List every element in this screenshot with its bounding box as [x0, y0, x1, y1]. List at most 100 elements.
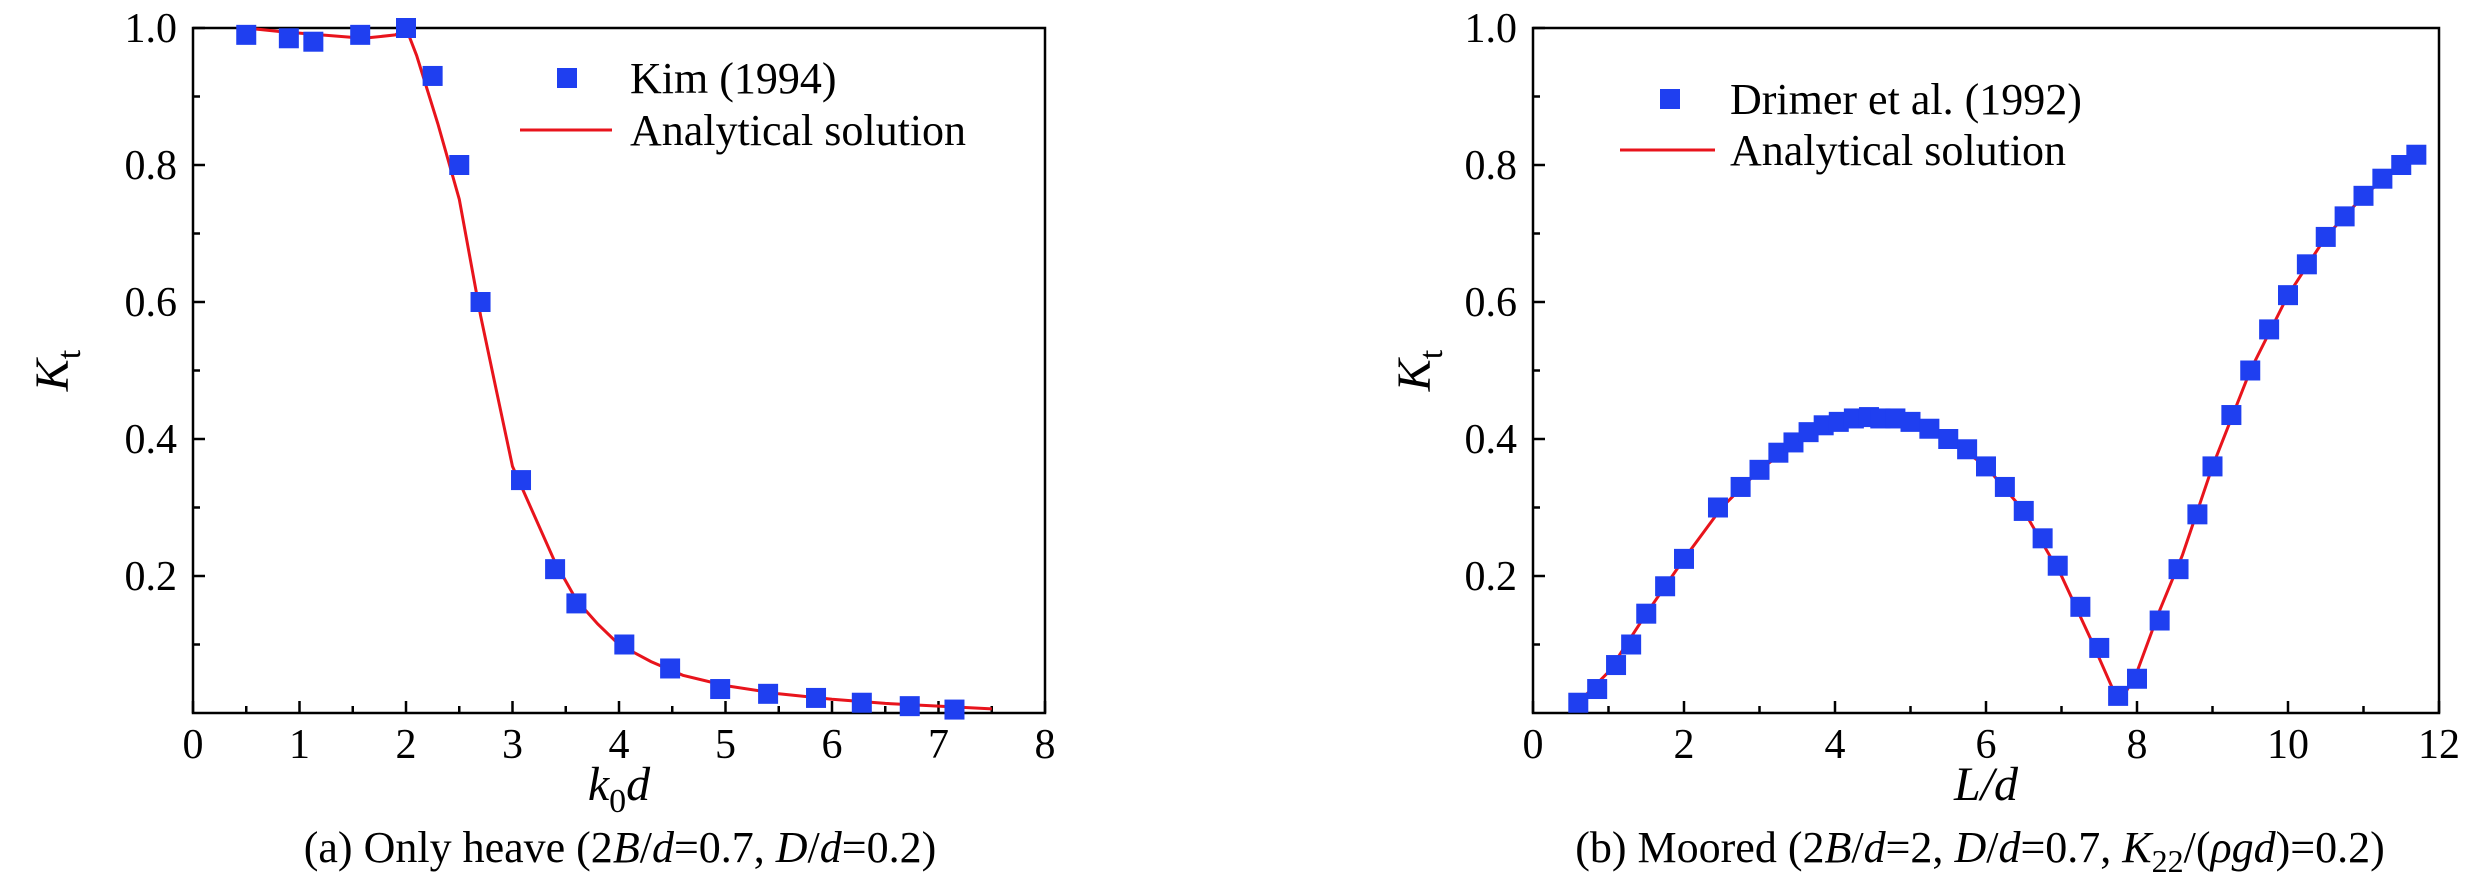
data-point-marker — [396, 18, 416, 38]
data-point-marker — [470, 292, 491, 312]
data-point-marker — [2070, 596, 2091, 617]
data-point-marker — [614, 634, 635, 655]
data-point-marker — [1919, 418, 1940, 439]
data-point-marker — [2221, 405, 2242, 426]
x-axis-label: L/d — [1953, 758, 2019, 811]
data-point-marker — [1900, 411, 1921, 432]
data-point-marker — [1730, 476, 1751, 497]
y-tick-label: 0.2 — [125, 554, 178, 600]
data-point-marker — [660, 658, 681, 679]
data-point-marker — [2047, 555, 2068, 576]
data-point-marker — [1768, 442, 1789, 463]
data-point-marker — [2259, 319, 2280, 340]
data-point-marker — [2089, 637, 2110, 658]
panel-a-only-heave: 0 1 2 3 4 5 6 7 8 0.2 0.4 0.6 0.8 1.0 k0d Kt Kim (1994)A… — [26, 6, 1056, 872]
data-point-marker — [545, 559, 566, 580]
data-point-marker — [1938, 429, 1959, 449]
y-tick-label: 1.0 — [125, 6, 178, 52]
data-point-marker — [1749, 459, 1770, 480]
data-point-marker — [2108, 685, 2129, 706]
data-point-marker — [1621, 634, 1642, 655]
y-tick-label: 0.4 — [1465, 417, 1518, 463]
data-point-marker — [710, 679, 731, 700]
data-point-marker — [2168, 559, 2189, 580]
y-tick-label: 0.4 — [125, 417, 178, 463]
data-point-marker — [2240, 360, 2261, 381]
data-point-marker — [758, 683, 779, 704]
data-point-marker — [2278, 285, 2298, 306]
data-point-marker — [2315, 226, 2336, 247]
data-point-marker — [1885, 408, 1906, 429]
data-point-marker — [1976, 456, 1996, 477]
x-tick-label: 3 — [502, 722, 523, 768]
y-tick-label: 0.6 — [125, 280, 178, 326]
x-tick-label: 0 — [183, 722, 204, 768]
analytical-solution-line — [1577, 150, 2425, 704]
data-point-marker — [1994, 476, 2015, 497]
data-point-marker — [350, 24, 371, 45]
analytical-solution-line — [246, 25, 992, 711]
x-tick-label: 6 — [822, 722, 843, 768]
data-point-marker — [303, 31, 324, 52]
data-point-marker — [2296, 254, 2317, 275]
data-point-marker — [2406, 144, 2427, 165]
x-tick-label: 1 — [289, 722, 310, 768]
data-point-marker — [1843, 408, 1864, 429]
data-point-marker — [566, 593, 587, 614]
data-point-marker — [1606, 655, 1627, 676]
data-point-marker — [449, 155, 470, 175]
y-axis-label: Kt — [1388, 349, 1450, 392]
legend-line-label: Analytical solution — [1730, 126, 2066, 175]
data-point-marker — [1587, 679, 1608, 700]
y-tick-label: 0.2 — [1465, 554, 1518, 600]
x-tick-label: 2 — [1674, 722, 1695, 768]
x-tick-label: 8 — [2127, 722, 2148, 768]
panel-b-moored: 0 2 4 6 8 10 12 0.2 0.4 0.6 0.8 1.0 L/d Kt Drimer et a… — [1388, 6, 2460, 879]
x-tick-label: 0 — [1523, 722, 1544, 768]
legend-marker-swatch — [557, 68, 577, 88]
data-point-marker — [2013, 500, 2034, 521]
legend-marker-label: Drimer et al. (1992) — [1730, 75, 2082, 124]
data-point-marker — [278, 28, 299, 49]
data-point-marker — [1957, 439, 1978, 460]
legend-marker-swatch — [1660, 89, 1680, 109]
data-point-marker — [1674, 548, 1694, 569]
data-point-marker — [236, 24, 257, 45]
y-tick-label: 1.0 — [1465, 6, 1518, 52]
data-point-marker — [2353, 185, 2374, 206]
data-point-marker — [2202, 456, 2223, 477]
data-point-marker — [2334, 206, 2355, 227]
data-point-marker — [1813, 415, 1834, 436]
legend: Kim (1994)Analytical solution — [520, 54, 966, 155]
panel-caption: (b) Moored (2B/d=2, D/d=0.7, K22/(ρgd)=0… — [1575, 823, 2385, 879]
data-point-marker — [851, 692, 872, 713]
x-tick-label: 4 — [1825, 722, 1846, 768]
x-tick-label: 10 — [2267, 722, 2309, 768]
data-point-marker — [1568, 692, 1589, 713]
x-tick-label: 12 — [2418, 722, 2460, 768]
data-point-marker — [1798, 422, 1819, 443]
x-tick-label: 6 — [1976, 722, 1997, 768]
legend: Drimer et al. (1992)Analytical solution — [1620, 75, 2082, 175]
data-point-marker — [1636, 603, 1657, 624]
data-point-marker — [2127, 668, 2147, 689]
data-point-marker — [2391, 155, 2412, 175]
x-tick-label: 2 — [396, 722, 417, 768]
data-point-marker — [1828, 411, 1849, 432]
panel-caption: (a) Only heave (2B/d=0.7, D/d=0.2) — [304, 823, 937, 872]
x-tick-label: 4 — [609, 722, 630, 768]
x-tick-label: 5 — [715, 722, 736, 768]
x-tick-label: 7 — [928, 722, 949, 768]
data-point-marker — [1655, 576, 1676, 597]
data-point-marker — [2149, 610, 2170, 631]
data-point-marker — [2187, 504, 2208, 525]
legend-line-label: Analytical solution — [630, 106, 966, 155]
data-point-marker — [806, 687, 827, 708]
y-tick-label: 0.6 — [1465, 280, 1518, 326]
data-point-marker — [899, 696, 920, 717]
x-tick-label: 8 — [1035, 722, 1056, 768]
data-point-marker — [2372, 168, 2393, 189]
data-point-marker — [2032, 528, 2053, 549]
y-tick-label: 0.8 — [1465, 143, 1518, 189]
